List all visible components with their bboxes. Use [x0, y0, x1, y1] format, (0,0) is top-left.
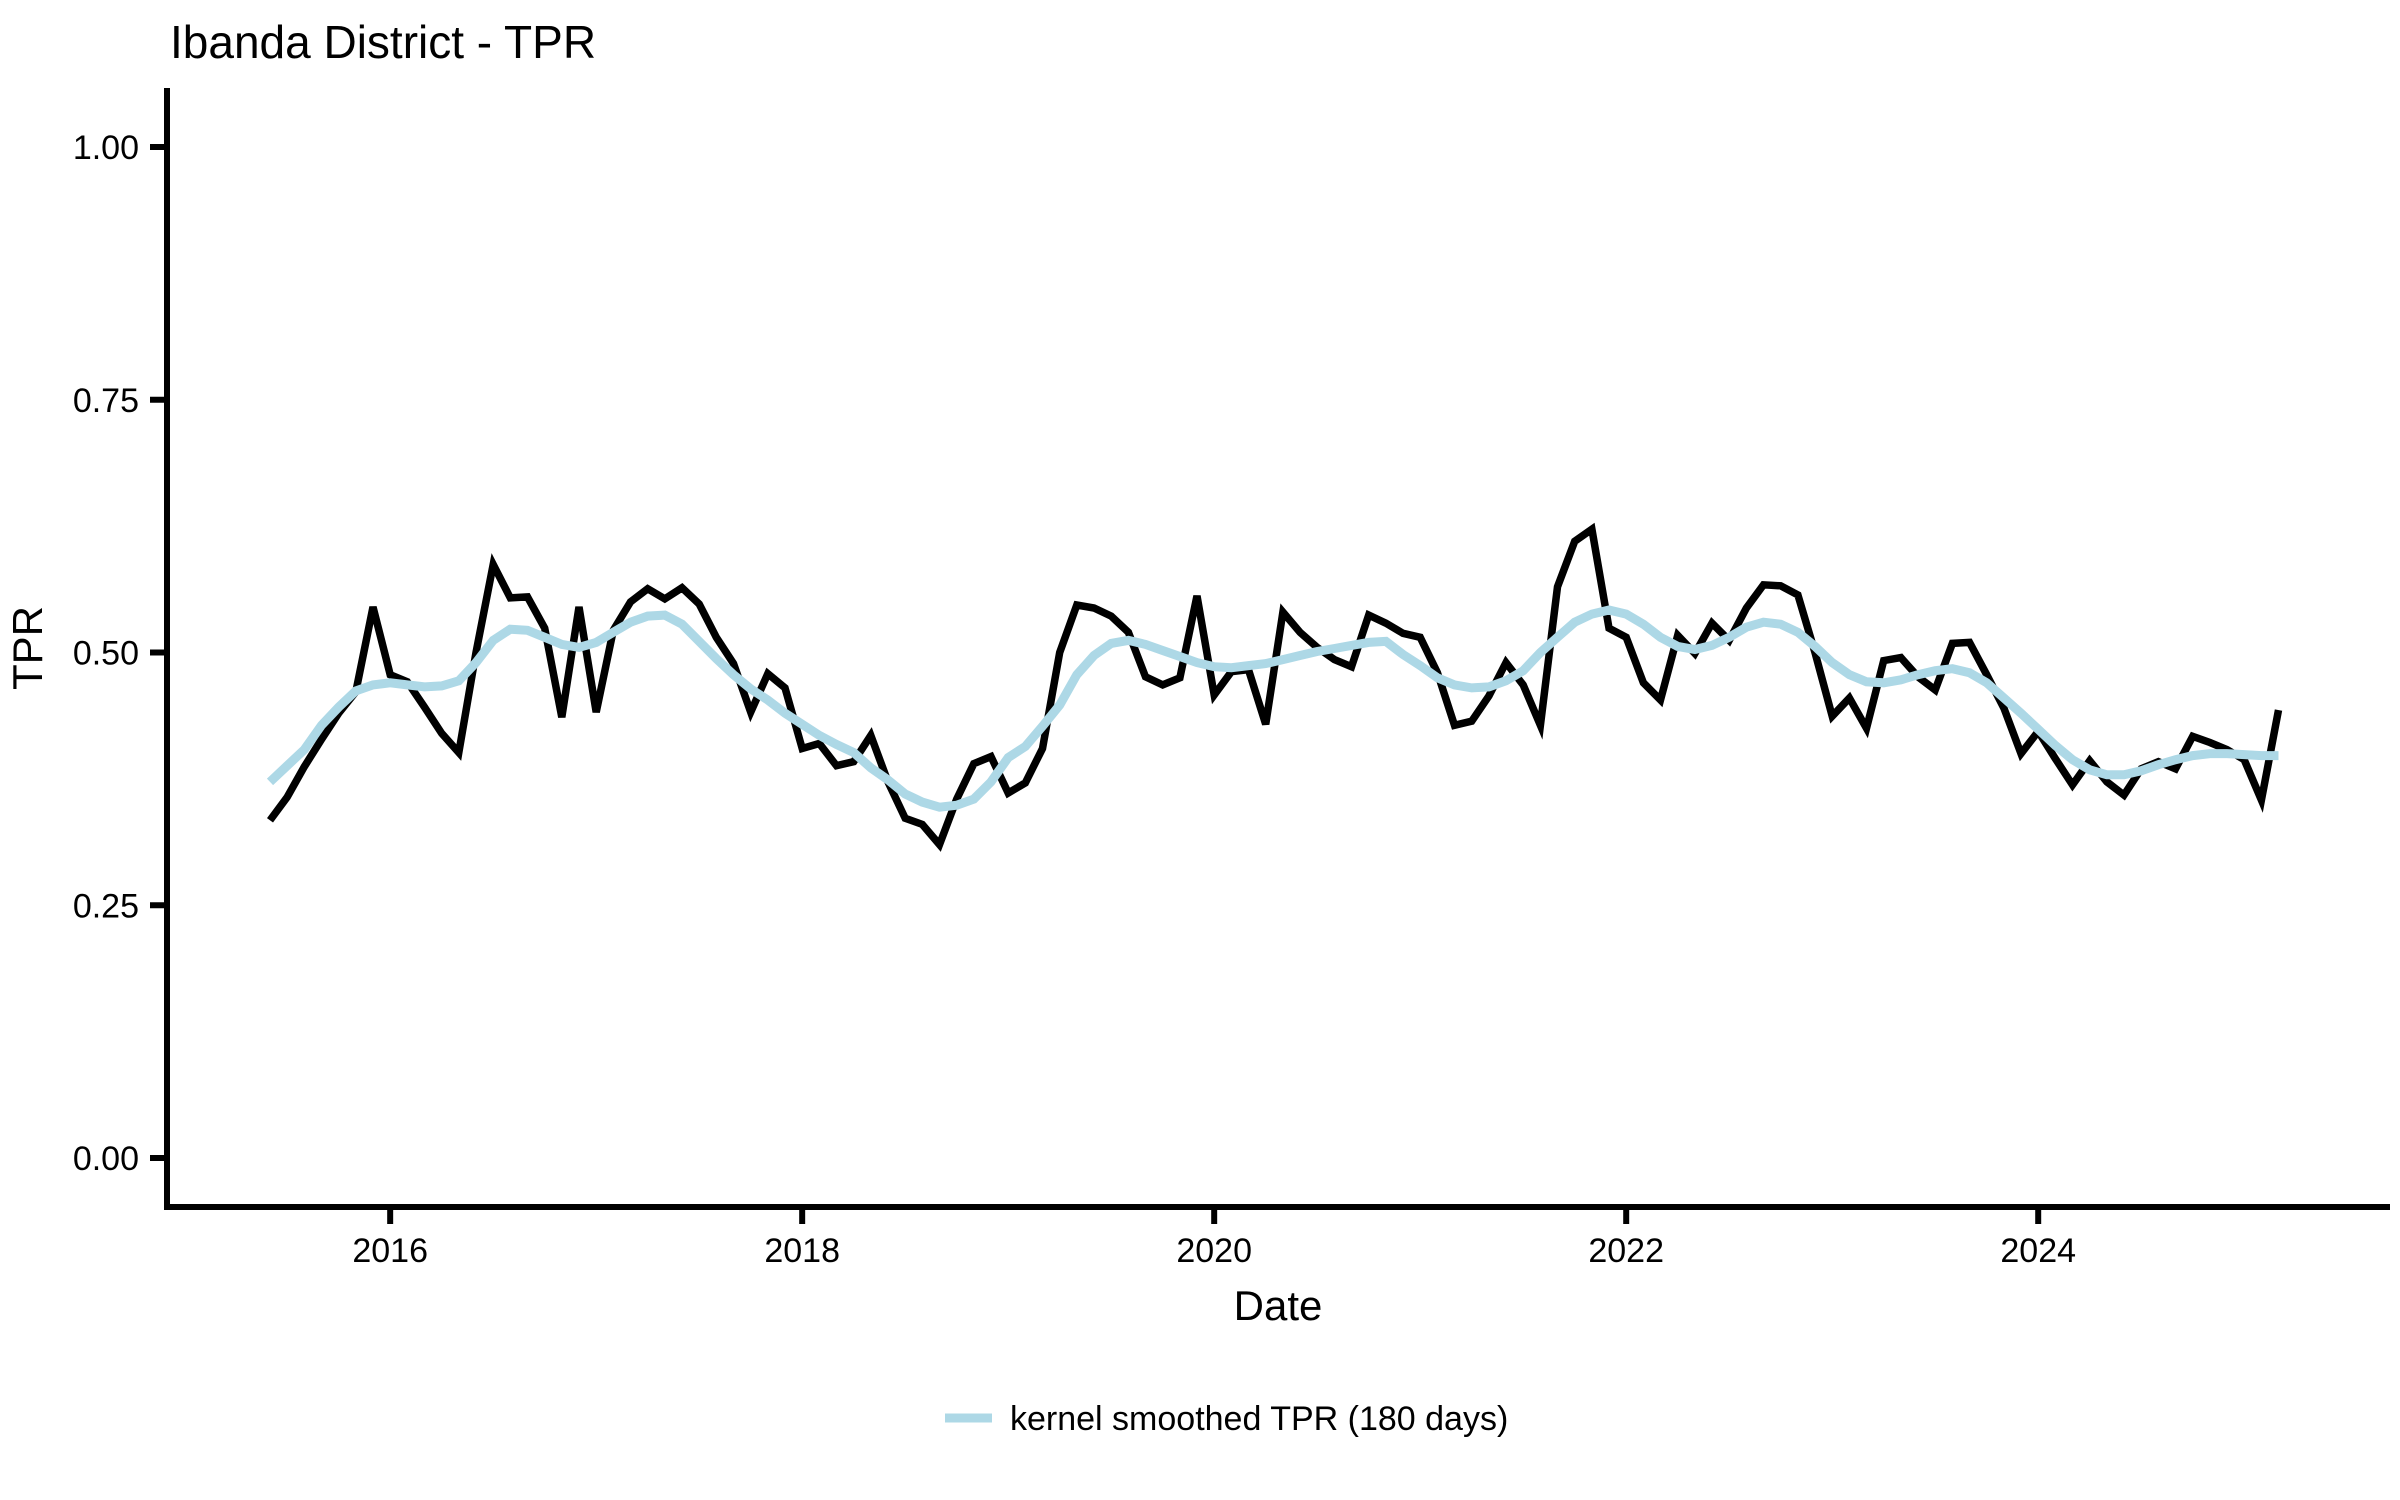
- y-tick-label: 0.00: [73, 1140, 139, 1178]
- y-tick-label: 0.50: [73, 635, 139, 673]
- chart-title: Ibanda District - TPR: [170, 16, 596, 68]
- tpr-line: [266, 522, 2283, 852]
- x-tick-label: 2020: [1176, 1232, 1252, 1270]
- y-tick-label: 0.75: [73, 382, 139, 420]
- y-axis-title: TPR: [4, 606, 51, 690]
- axes: [164, 88, 2390, 1210]
- x-tick-label: 2022: [1588, 1232, 1664, 1270]
- y-tick-label: 1.00: [73, 129, 139, 167]
- x-axis-title: Date: [1234, 1282, 1323, 1329]
- legend: kernel smoothed TPR (180 days): [945, 1400, 1508, 1438]
- y-axis-ticks: 0.00 0.25 0.50 0.75 1.00: [73, 129, 167, 1178]
- x-axis-ticks: 2016 2018 2020 2022 2024: [352, 1207, 2076, 1270]
- x-tick-label: 2016: [352, 1232, 428, 1270]
- legend-label: kernel smoothed TPR (180 days): [1010, 1400, 1508, 1438]
- series-layer: [266, 522, 2283, 852]
- smoothed-line: [266, 605, 2279, 812]
- x-tick-label: 2018: [764, 1232, 840, 1270]
- y-tick-label: 0.25: [73, 887, 139, 925]
- x-tick-label: 2024: [2000, 1232, 2076, 1270]
